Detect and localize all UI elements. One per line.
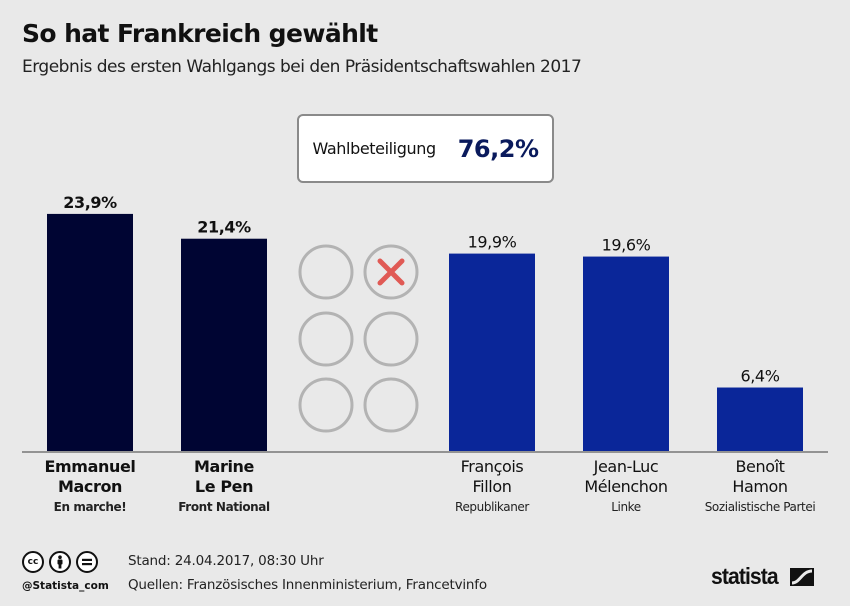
party-label-1: Front National bbox=[178, 500, 270, 514]
statista-handle: @Statista_com bbox=[22, 580, 109, 592]
value-label-2: 19,9% bbox=[468, 233, 517, 252]
value-label-3: 19,6% bbox=[602, 236, 651, 255]
turnout-box: Wahlbeteiligung 76,2% bbox=[297, 114, 554, 183]
ballot-circle-0 bbox=[298, 244, 354, 300]
chart-subtitle: Ergebnis des ersten Wahlgangs bei den Pr… bbox=[22, 57, 582, 77]
cross-stroke-1 bbox=[377, 258, 405, 286]
party-label-3: Linke bbox=[611, 500, 641, 514]
category-label-first-2: François bbox=[461, 457, 524, 476]
no-derivatives-icon bbox=[76, 551, 98, 573]
bar-1 bbox=[181, 238, 267, 451]
ballot-circle-4 bbox=[298, 377, 354, 433]
category-label-first-4: Benoît bbox=[735, 457, 784, 476]
bar-4 bbox=[717, 387, 803, 451]
category-label-first-0: Emmanuel bbox=[45, 457, 136, 476]
party-label-0: En marche! bbox=[54, 500, 127, 514]
footer-sources: Quellen: Französisches Innenministerium,… bbox=[128, 577, 487, 593]
category-label-last-2: Fillon bbox=[473, 477, 512, 496]
statista-logo-text: statista bbox=[711, 563, 779, 589]
value-label-1: 21,4% bbox=[197, 218, 251, 237]
ballot-circle-3 bbox=[363, 311, 419, 367]
category-label-last-1: Le Pen bbox=[195, 477, 253, 496]
turnout-value: 76,2% bbox=[457, 134, 539, 163]
category-label-first-3: Jean-Luc bbox=[593, 457, 659, 476]
chart-title: So hat Frankreich gewählt bbox=[22, 19, 378, 48]
ballot-cross-icon bbox=[377, 258, 405, 286]
value-label-4: 6,4% bbox=[740, 367, 779, 386]
category-label-last-4: Hamon bbox=[732, 477, 787, 496]
footer-date: Stand: 24.04.2017, 08:30 Uhr bbox=[128, 553, 324, 569]
ballot-circle-1 bbox=[363, 244, 419, 300]
turnout-label: Wahlbeteiligung bbox=[312, 139, 436, 158]
category-label-last-3: Mélenchon bbox=[584, 477, 667, 496]
ballot-circle-2 bbox=[298, 311, 354, 367]
category-label-first-1: Marine bbox=[194, 457, 254, 476]
attribution-icon bbox=[49, 551, 71, 573]
license-icons: cc bbox=[22, 551, 98, 573]
party-label-2: Republikaner bbox=[455, 500, 529, 514]
value-label-0: 23,9% bbox=[63, 193, 117, 212]
party-label-4: Sozialistische Partei bbox=[705, 500, 816, 514]
bar-3 bbox=[583, 256, 669, 451]
category-label-last-0: Macron bbox=[58, 477, 122, 496]
statista-logo[interactable]: statista bbox=[711, 563, 814, 590]
bar-0 bbox=[47, 213, 133, 451]
ballot-circle-5 bbox=[363, 377, 419, 433]
bar-2 bbox=[449, 253, 535, 451]
statista-logo-icon bbox=[789, 567, 814, 586]
creative-commons-icon: cc bbox=[22, 551, 44, 573]
